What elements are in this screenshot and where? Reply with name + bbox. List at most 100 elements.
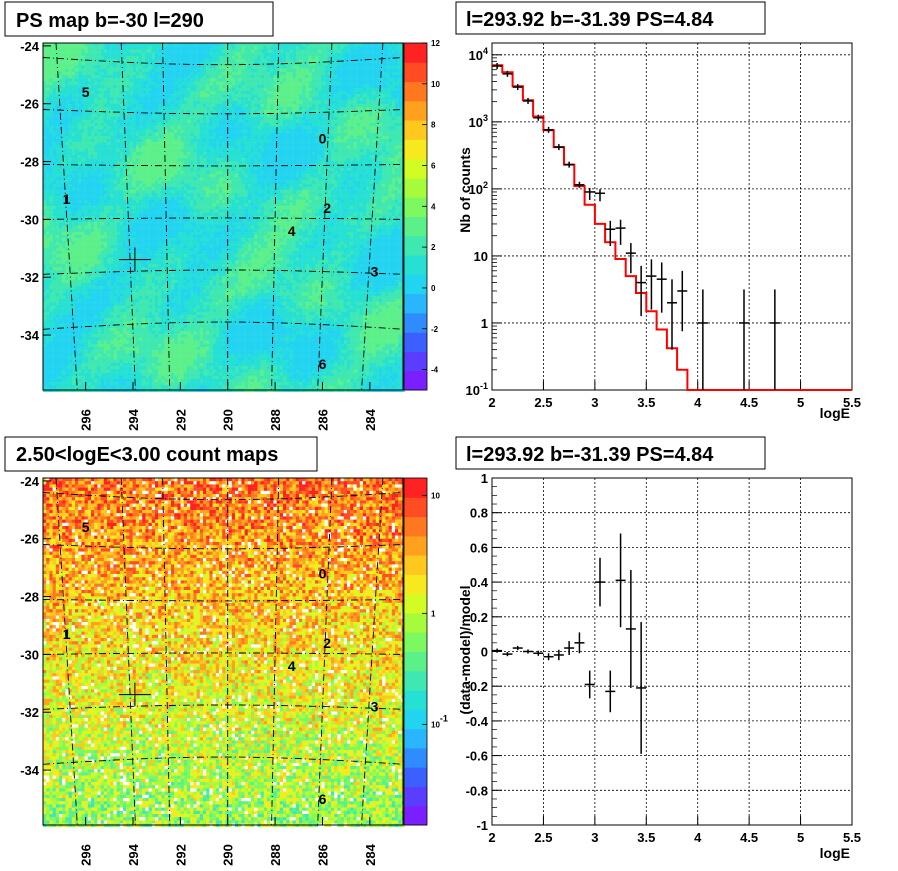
- longitude-line: [55, 42, 78, 391]
- x-tick-label: 286: [316, 409, 331, 431]
- latitude-line: [42, 321, 404, 330]
- y-tick-label: -0.4: [466, 714, 489, 729]
- latitude-line: [42, 217, 404, 220]
- y-tick-label: -28: [20, 590, 39, 605]
- latitude-line: [42, 269, 404, 275]
- y-tick-label: 1: [481, 316, 488, 331]
- x-tick-label: 5.5: [843, 830, 861, 845]
- source-label: 6: [319, 356, 327, 372]
- palette-swatch: [404, 728, 427, 749]
- count-map-axis-ticks: 296 294 292 290 288 286 284 -24 -26 -28 -30 -32 -34: [20, 474, 378, 866]
- ps-map-color-palette: 12 10 8 6 4 2 0 -2 -4: [403, 39, 440, 391]
- spectrum-model-histogram: [492, 64, 852, 391]
- palette-frame: [403, 477, 428, 826]
- longitude-line: [317, 477, 333, 826]
- palette-tick-label: 8: [431, 121, 436, 130]
- y-tick-label: -24: [20, 474, 40, 489]
- spectrum-title: l=293.92 b=-31.39 PS=4.84: [466, 9, 714, 31]
- source-label: 4: [288, 223, 296, 239]
- count-map-panel: 2.50<logE<3.00 count maps 296 294 292 290 28…: [4, 436, 448, 866]
- source-label: 1: [63, 626, 71, 642]
- x-tick-label: 4: [694, 395, 702, 410]
- x-tick-label: 294: [126, 408, 141, 430]
- palette-swatch: [404, 805, 427, 826]
- x-tick-label: 288: [268, 844, 283, 866]
- source-label: 4: [288, 658, 296, 674]
- spectrum-ylabel: Nb of counts: [457, 147, 473, 233]
- x-tick-label: 3: [591, 830, 598, 845]
- palette-swatch: [404, 351, 427, 372]
- y-tick-label: -26: [20, 97, 39, 112]
- source-label: 1: [63, 191, 71, 207]
- y-tick-label: -24: [20, 39, 40, 54]
- y-tick-label: -30: [20, 647, 39, 662]
- palette-tick-label: 1: [431, 609, 436, 618]
- source-label: 0: [319, 130, 327, 146]
- palette-swatch: [404, 255, 427, 275]
- x-tick-label: 286: [316, 844, 331, 866]
- palette-tick-label: 12: [431, 39, 440, 48]
- latitude-line: [42, 704, 404, 710]
- y-tick-label: 10-1: [466, 381, 488, 398]
- palette-swatch: [404, 158, 427, 179]
- palette-swatch: [404, 139, 427, 160]
- palette-swatch: [404, 786, 427, 807]
- palette-swatch: [404, 216, 427, 237]
- x-tick-label: 290: [221, 844, 236, 866]
- y-tick-label: -0.8: [466, 783, 488, 798]
- latitude-line: [42, 756, 404, 765]
- palette-swatch: [404, 535, 427, 556]
- x-tick-label: 3.5: [637, 395, 655, 410]
- palette-tick-label: 10: [431, 80, 440, 89]
- palette-swatch: [404, 574, 427, 595]
- ps-map-axis-ticks: 296 294 292 290 288 286 284 -24 -26 -28 -30 -32 -34: [20, 39, 378, 431]
- x-tick-label: 284: [363, 843, 378, 865]
- spectrum-data-points: [492, 63, 780, 390]
- y-tick-label: -26: [20, 532, 39, 547]
- y-tick-label: 10: [474, 249, 488, 264]
- count-map-marker: [118, 682, 151, 707]
- longitude-line: [120, 42, 136, 391]
- palette-swatch: [404, 497, 427, 518]
- longitude-line: [271, 42, 280, 391]
- x-tick-label: 4.5: [740, 830, 758, 845]
- y-tick-label: -0.2: [466, 679, 488, 694]
- palette-swatch: [404, 690, 427, 710]
- residual-grid: [492, 478, 852, 825]
- model-histogram-line: [492, 64, 852, 391]
- palette-swatch: [404, 478, 427, 498]
- x-tick-label: 290: [221, 409, 236, 431]
- residual-data-points: [492, 533, 647, 754]
- palette-tick-label: 10: [431, 491, 440, 500]
- y-tick-label: 0.4: [470, 575, 489, 590]
- y-tick-label: 0: [481, 645, 488, 660]
- palette-swatch: [404, 593, 427, 614]
- x-tick-label: 2: [488, 395, 495, 410]
- y-tick-label: 0.8: [470, 506, 488, 521]
- palette-swatch: [404, 293, 427, 314]
- source-label: 3: [371, 263, 379, 279]
- palette-tick-label: 10-1: [431, 713, 448, 729]
- x-tick-label: 2.5: [534, 395, 552, 410]
- y-tick-label: 104: [469, 46, 488, 63]
- latitude-line: [42, 599, 404, 602]
- x-tick-label: 292: [173, 844, 188, 866]
- longitude-line: [162, 42, 171, 391]
- y-tick-label: -34: [20, 328, 40, 343]
- latitude-line: [42, 544, 404, 550]
- ps-map-source-labels: 0 1 2 3 4 5 6: [63, 84, 379, 372]
- x-tick-label: 5.5: [843, 395, 861, 410]
- count-map-source-labels: 0 1 2 3 4 5 6: [63, 519, 379, 807]
- palette-tick-label: -2: [431, 325, 439, 334]
- longitude-line: [361, 42, 384, 391]
- y-tick-label: 103: [469, 113, 488, 130]
- palette-swatch: [404, 120, 427, 140]
- residual-title: l=293.92 b=-31.39 PS=4.84: [466, 444, 714, 466]
- y-tick-label: -30: [20, 212, 39, 227]
- x-tick-label: 4.5: [740, 395, 758, 410]
- y-tick-label: 102: [469, 180, 488, 197]
- latitude-line: [42, 652, 404, 655]
- spectrum-title-box: [455, 1, 766, 35]
